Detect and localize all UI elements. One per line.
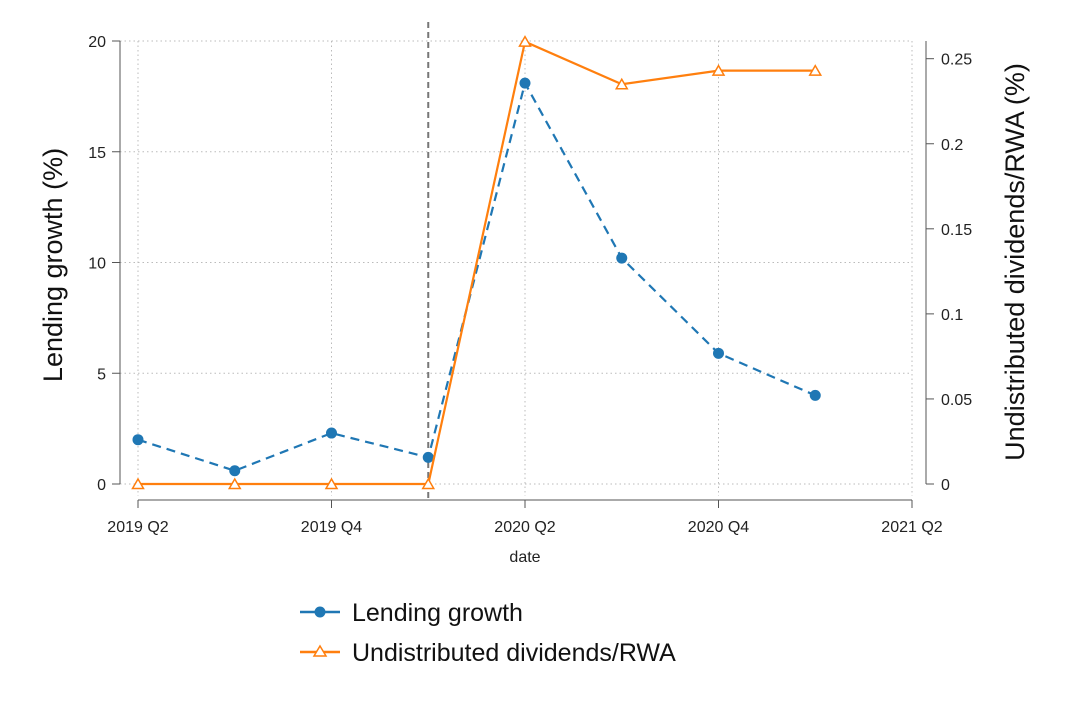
x-axis-tick-label: 2020 Q2 — [494, 519, 555, 536]
series-layer — [131, 35, 823, 490]
data-point-lending-growth — [519, 77, 531, 89]
grid — [120, 40, 913, 496]
y-axis-right-tick-label: 0.25 — [941, 52, 972, 69]
y-axis-right-tick-label: 0 — [941, 477, 950, 494]
legend-marker-circle — [314, 606, 326, 618]
y-axis-right-tick-label: 0.2 — [941, 137, 963, 154]
legend-marker-triangle — [312, 644, 328, 657]
y-axis-left-tick-label: 20 — [88, 34, 106, 51]
data-point-lending-growth — [132, 434, 144, 446]
y-axis-left-tick-label: 0 — [97, 477, 106, 494]
x-axis-title: date — [509, 549, 540, 566]
y-axis-right-tick-label: 0.05 — [941, 392, 972, 409]
y-axis-right-tick-label: 0.15 — [941, 222, 972, 239]
data-point-undistributed-dividends — [711, 64, 726, 76]
y-axis-left-tick-label: 5 — [97, 366, 106, 383]
data-point-undistributed-dividends — [324, 477, 339, 490]
data-point-undistributed-dividends — [614, 77, 629, 90]
x-axis-tick-label: 2021 Q2 — [881, 519, 942, 536]
data-point-undistributed-dividends — [808, 64, 823, 76]
data-point-lending-growth — [326, 427, 337, 439]
data-point-undistributed-dividends — [518, 35, 532, 47]
x-axis-tick-label: 2020 Q4 — [688, 519, 749, 536]
data-point-undistributed-dividends — [227, 477, 242, 490]
y-axis-left-tick-label: 15 — [88, 145, 106, 162]
y-axis-right-tick-label: 0.1 — [941, 307, 963, 324]
legend-label-dividends: Undistributed dividends/RWA — [352, 639, 676, 667]
data-point-lending-growth — [713, 347, 724, 359]
data-point-lending-growth — [616, 252, 628, 264]
series-line-undistributed-dividends — [138, 40, 816, 486]
y-axis-left-tick-label: 10 — [88, 256, 106, 273]
x-axis-tick-label: 2019 Q2 — [107, 519, 168, 536]
x-axis-tick-label: 2019 Q4 — [301, 519, 362, 536]
legend: Lending growth Undistributed dividends/R… — [300, 599, 676, 667]
data-point-lending-growth — [422, 451, 434, 463]
data-point-undistributed-dividends — [131, 477, 145, 490]
y-axis-right-title: Undistributed dividends/RWA (%) — [1000, 63, 1030, 461]
data-point-lending-growth — [809, 389, 821, 401]
data-point-undistributed-dividends — [421, 477, 436, 490]
y-axis-left-title: Lending growth (%) — [38, 148, 68, 382]
series-line-lending-growth — [137, 80, 816, 472]
axes: 0 5 10 15 20 0 0.05 0.1 0.15 0.2 0.25 2019 Q2 2019 Q… — [88, 34, 972, 536]
data-point-lending-growth — [229, 465, 241, 477]
legend-label-lending: Lending growth — [352, 599, 523, 627]
